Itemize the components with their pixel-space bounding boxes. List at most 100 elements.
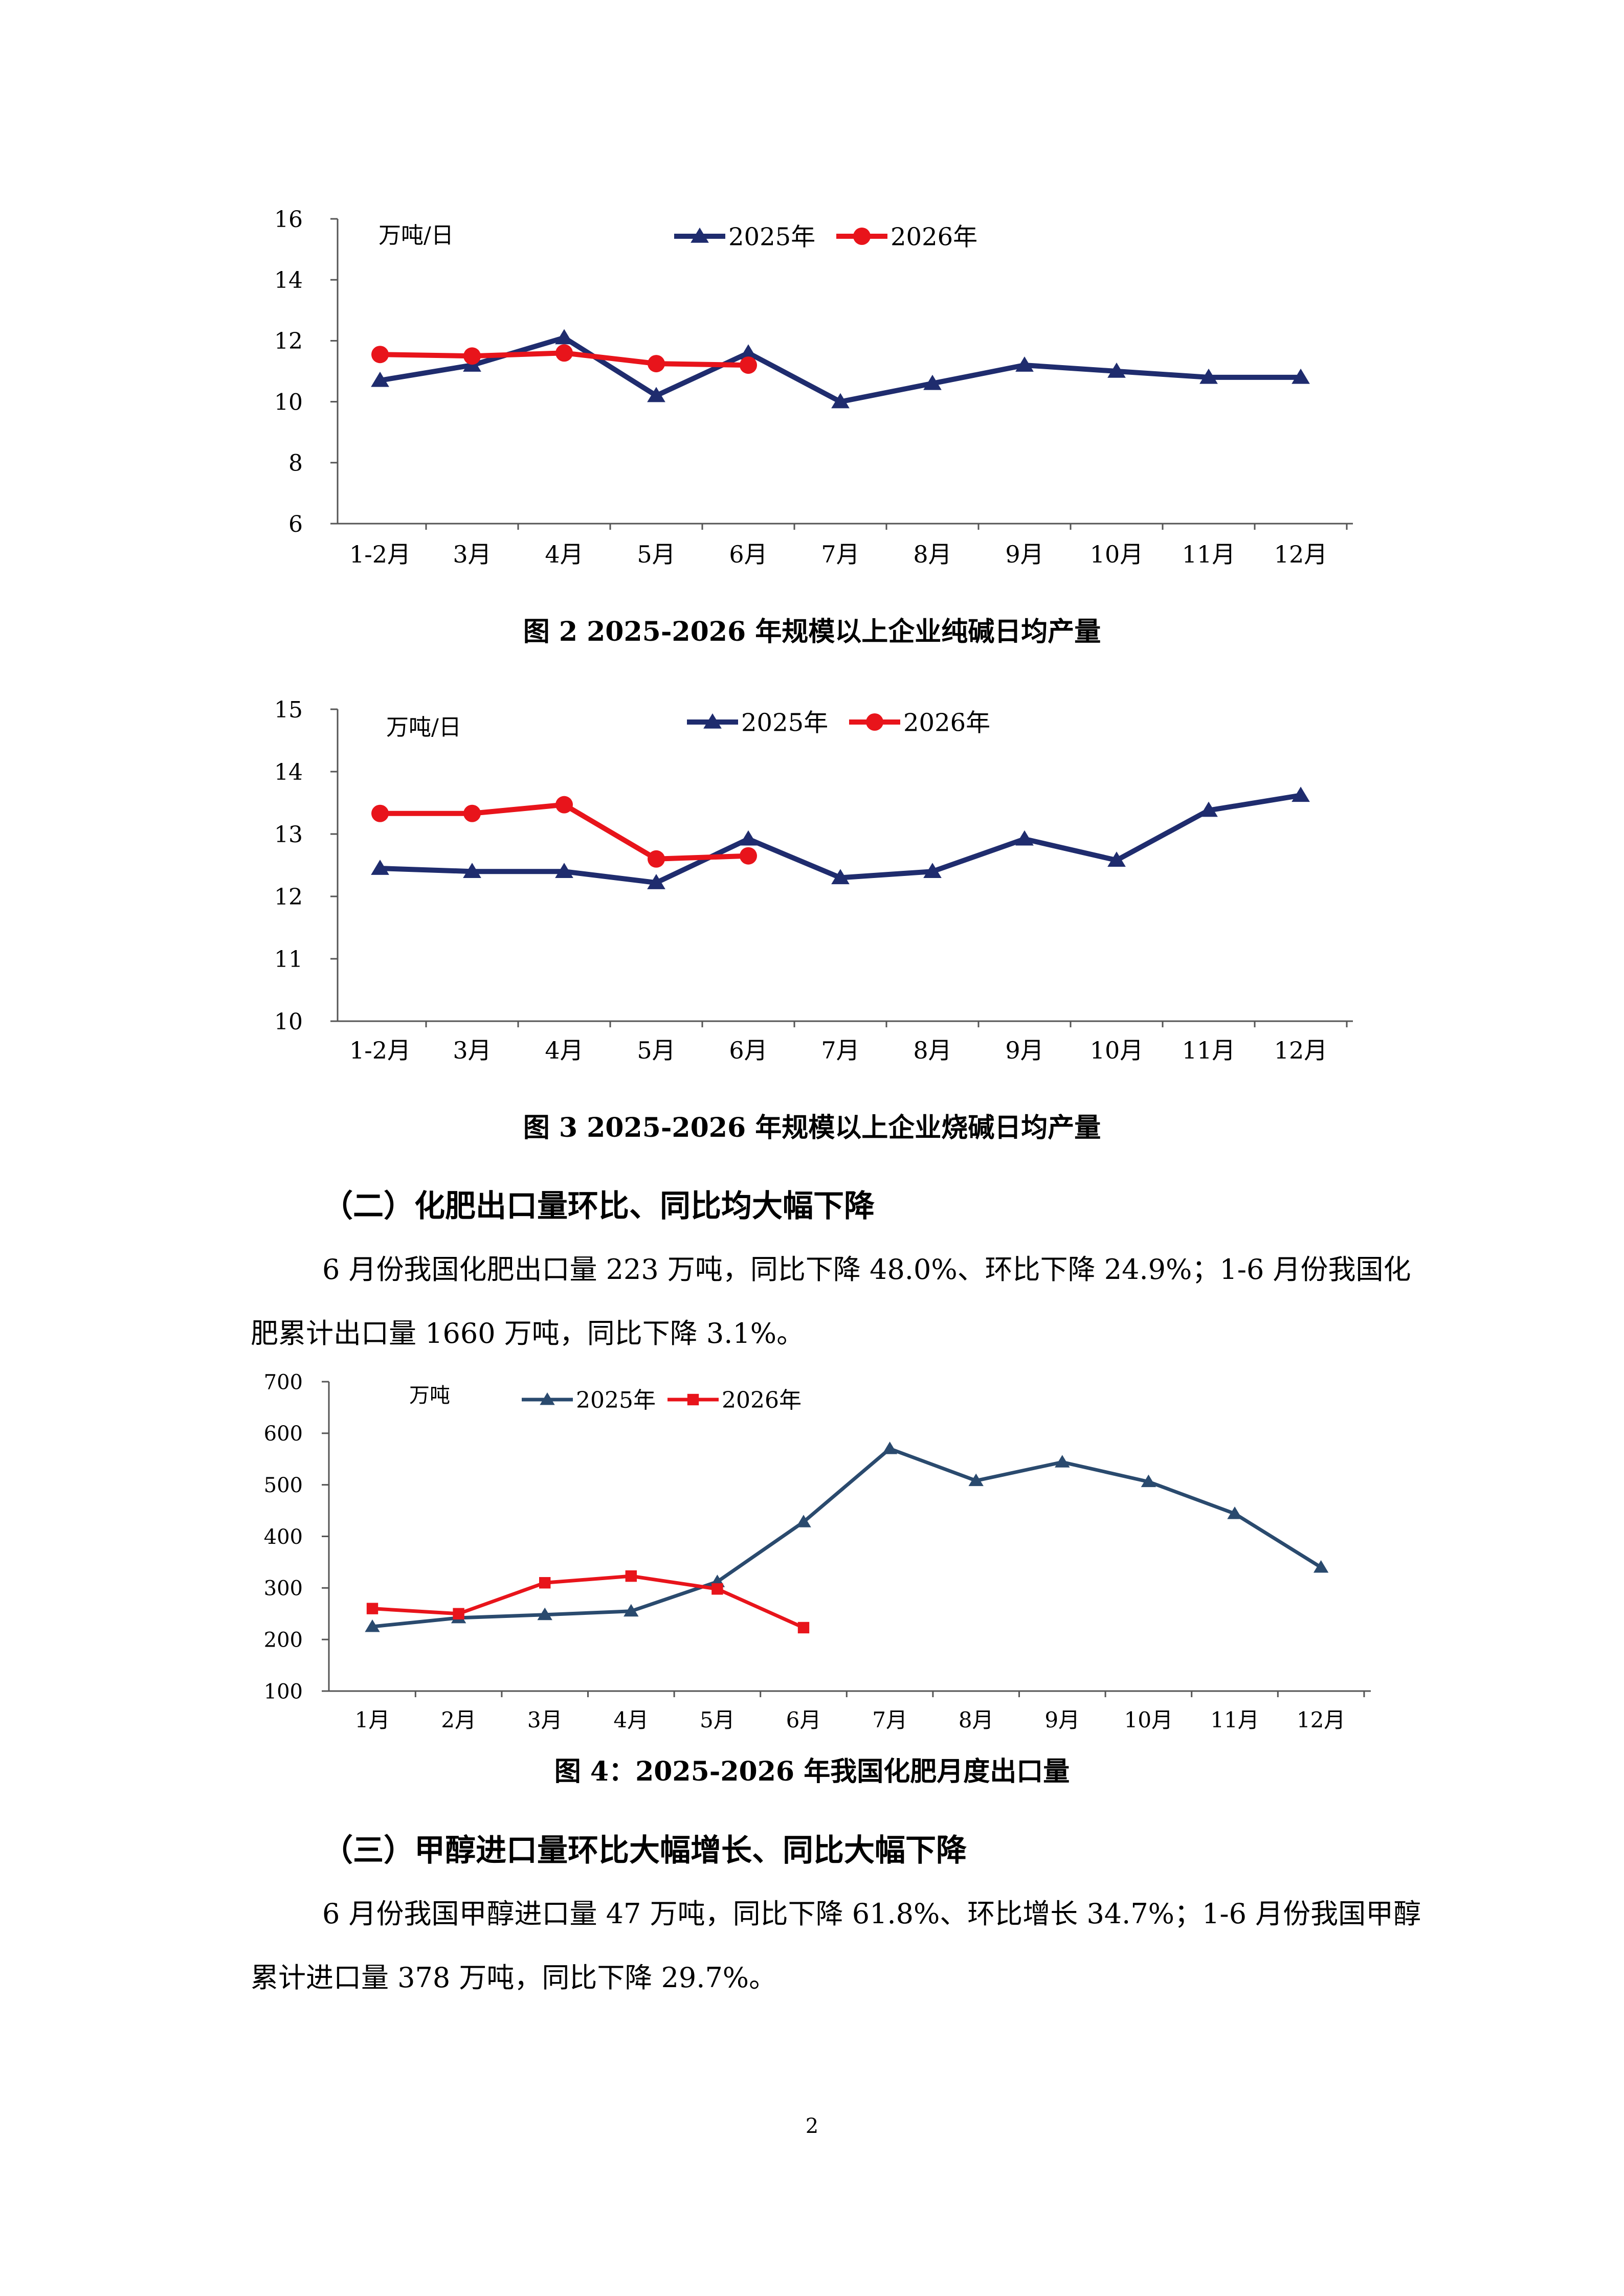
x-tick-label: 2月 bbox=[441, 1707, 476, 1732]
y-tick-label: 300 bbox=[264, 1577, 303, 1601]
x-tick-label: 12月 bbox=[1274, 541, 1328, 568]
legend-label: 2025年 bbox=[576, 1387, 656, 1413]
data-point bbox=[1199, 801, 1218, 817]
legend-label: 2026年 bbox=[903, 708, 990, 737]
y-tick-label: 6 bbox=[288, 511, 303, 537]
data-point bbox=[968, 1473, 984, 1487]
x-tick-label: 1-2月 bbox=[349, 541, 411, 568]
x-tick-label: 7月 bbox=[872, 1707, 907, 1732]
data-point bbox=[923, 374, 942, 390]
y-tick-label: 12 bbox=[274, 328, 303, 354]
data-point bbox=[882, 1442, 898, 1454]
x-tick-label: 10月 bbox=[1090, 541, 1144, 568]
legend-marker bbox=[703, 713, 722, 729]
data-point bbox=[831, 869, 850, 885]
legend-entry: 2026年 bbox=[836, 222, 977, 251]
x-tick-label: 4月 bbox=[545, 541, 583, 568]
data-point bbox=[366, 1603, 379, 1614]
series-line bbox=[370, 1447, 1323, 1629]
data-point bbox=[1199, 368, 1218, 384]
data-point bbox=[463, 347, 481, 365]
x-tick-label: 10月 bbox=[1090, 1037, 1144, 1064]
data-point bbox=[1292, 786, 1310, 802]
data-point bbox=[539, 1577, 551, 1589]
series-1 bbox=[365, 1442, 1329, 1632]
legend-marker bbox=[853, 228, 871, 245]
data-point bbox=[740, 847, 757, 865]
y-tick-label: 400 bbox=[264, 1525, 303, 1549]
legend-label: 2026年 bbox=[891, 222, 977, 251]
legend-marker bbox=[866, 713, 883, 731]
x-tick-label: 9月 bbox=[1005, 1037, 1043, 1064]
x-tick-label: 3月 bbox=[453, 1037, 491, 1064]
data-point bbox=[796, 1515, 811, 1527]
data-point bbox=[1055, 1455, 1070, 1468]
y-tick-label: 12 bbox=[274, 884, 303, 910]
series-line bbox=[370, 1574, 806, 1630]
data-point bbox=[1015, 356, 1034, 372]
legend-label: 2026年 bbox=[722, 1387, 802, 1413]
legend-label: 2025年 bbox=[728, 222, 815, 251]
data-point bbox=[365, 1619, 380, 1632]
x-tick-label: 5月 bbox=[637, 1037, 675, 1064]
x-tick-label: 6月 bbox=[729, 1037, 767, 1064]
unit-label: 万吨/日 bbox=[386, 714, 461, 740]
section-heading-methanol: （三）甲醇进口量环比大幅增长、同比大幅下降 bbox=[322, 1833, 967, 1869]
page-number: 2 bbox=[805, 2114, 819, 2138]
x-tick-label: 11月 bbox=[1182, 1037, 1236, 1064]
figure-4-caption: 图 4：2025-2026 年我国化肥月度出口量 bbox=[554, 1756, 1070, 1787]
series-1 bbox=[371, 329, 1310, 409]
legend-entry: 2026年 bbox=[849, 708, 990, 737]
y-tick-label: 700 bbox=[264, 1370, 303, 1394]
series-2 bbox=[371, 796, 757, 868]
paragraph-fertilizer: 6 月份我国化肥出口量 223 万吨，同比下降 48.0%、环比下降 24.9%… bbox=[251, 1237, 1427, 1365]
x-tick-label: 5月 bbox=[700, 1707, 735, 1732]
y-tick-label: 200 bbox=[264, 1629, 303, 1652]
x-tick-label: 10月 bbox=[1124, 1707, 1173, 1732]
data-point bbox=[1227, 1506, 1242, 1519]
data-point bbox=[371, 804, 389, 822]
data-point bbox=[453, 1608, 464, 1619]
y-tick-label: 600 bbox=[264, 1422, 303, 1446]
data-point bbox=[1313, 1560, 1329, 1573]
x-tick-label: 12月 bbox=[1274, 1037, 1328, 1064]
data-point bbox=[555, 329, 573, 345]
data-point bbox=[625, 1570, 637, 1582]
data-point bbox=[555, 344, 573, 362]
data-point bbox=[831, 393, 850, 409]
data-point bbox=[797, 1622, 810, 1634]
data-point bbox=[648, 355, 665, 373]
x-tick-label: 3月 bbox=[453, 541, 491, 568]
chart-fertilizer-monthly-exports: 100 200 300 400 500 600 700 1月 2月 3月 4月 5月 6月 7月 8月 9月 1… bbox=[264, 1370, 1371, 1732]
data-point bbox=[463, 804, 481, 822]
x-tick-label: 5月 bbox=[637, 541, 675, 568]
section-heading-fertilizer: （二）化肥出口量环比、同比均大幅下降 bbox=[322, 1188, 875, 1224]
legend-entry: 2025年 bbox=[522, 1387, 656, 1413]
data-point bbox=[739, 344, 758, 359]
paragraph-methanol: 6 月份我国甲醇进口量 47 万吨，同比下降 61.8%、环比增长 34.7%；… bbox=[251, 1882, 1427, 2010]
legend-entry: 2025年 bbox=[674, 222, 815, 251]
x-tick-label: 6月 bbox=[729, 541, 767, 568]
data-point bbox=[711, 1583, 723, 1595]
legend-marker bbox=[687, 1393, 699, 1406]
data-point bbox=[1141, 1474, 1156, 1488]
x-tick-label: 11月 bbox=[1210, 1707, 1259, 1732]
data-point bbox=[1107, 363, 1126, 378]
legend-marker bbox=[540, 1392, 555, 1405]
series-2 bbox=[366, 1570, 810, 1634]
x-tick-label: 9月 bbox=[1044, 1707, 1080, 1732]
unit-label: 万吨 bbox=[409, 1384, 450, 1407]
data-point bbox=[740, 356, 757, 374]
y-tick-label: 8 bbox=[288, 451, 303, 477]
paragraph-fertilizer-text: 6 月份我国化肥出口量 223 万吨，同比下降 48.0%、环比下降 24.9%… bbox=[251, 1253, 1411, 1349]
series-1 bbox=[371, 786, 1310, 889]
x-tick-label: 8月 bbox=[913, 541, 951, 568]
data-point bbox=[923, 863, 942, 878]
data-point bbox=[537, 1607, 552, 1620]
y-tick-label: 13 bbox=[274, 822, 303, 848]
x-tick-label: 9月 bbox=[1005, 541, 1043, 568]
x-tick-label: 8月 bbox=[959, 1707, 994, 1732]
x-tick-label: 8月 bbox=[913, 1037, 951, 1064]
y-tick-label: 14 bbox=[274, 759, 303, 785]
legend-entry: 2026年 bbox=[668, 1387, 802, 1413]
